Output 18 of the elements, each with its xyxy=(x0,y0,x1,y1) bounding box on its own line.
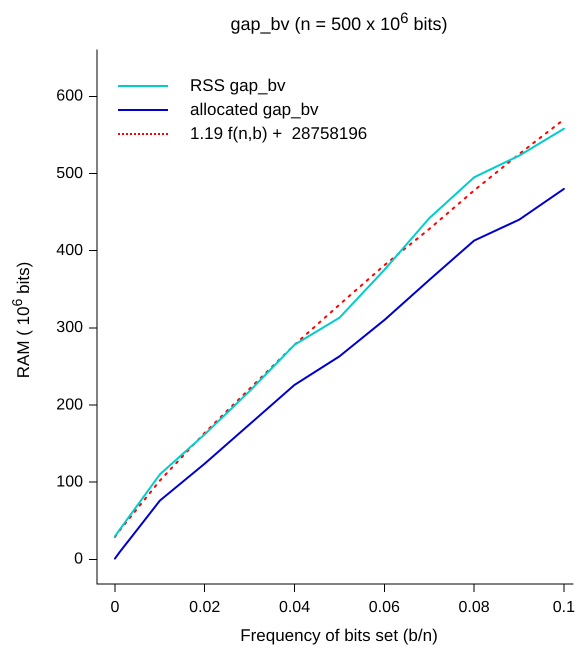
x-tick-label: 0.08 xyxy=(458,599,490,616)
y-tick-label: 100 xyxy=(56,474,84,491)
x-axis-title: Frequency of bits set (b/n) xyxy=(239,626,439,646)
y-tick-label: 600 xyxy=(56,88,84,105)
x-tick-label: 0.04 xyxy=(278,599,310,616)
chart-title: gap_bv (n = 500 x 10$^{6}$ bits) xyxy=(230,10,448,35)
x-tick-label: 0.1 xyxy=(552,599,576,616)
x-tick-label: 0.02 xyxy=(189,599,220,616)
x-tick-label: 0.06 xyxy=(368,599,400,616)
legend-label: RSS gap_bv xyxy=(190,76,286,96)
y-tick-label: 0 xyxy=(74,550,84,568)
legend-label: 1.19 f(n,b) + 28758196 xyxy=(190,124,368,144)
y-tick-label: 400 xyxy=(56,242,84,260)
y-tick-label: 200 xyxy=(56,396,84,414)
legend-label: allocated gap_bv xyxy=(190,100,319,120)
y-tick-label: 500 xyxy=(56,164,84,182)
x-tick-label: 0 xyxy=(110,599,120,616)
y-tick-label: 300 xyxy=(56,319,84,336)
